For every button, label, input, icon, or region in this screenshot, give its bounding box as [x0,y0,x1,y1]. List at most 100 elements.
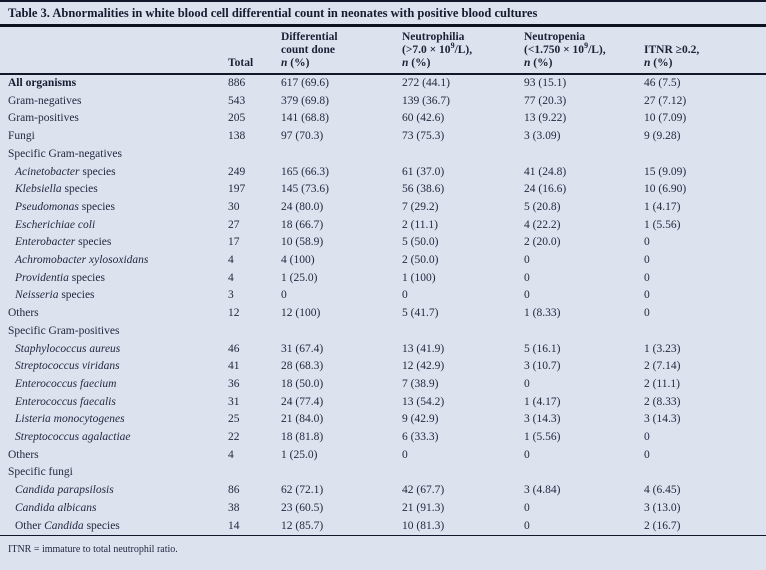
organism-cell: Klebsiella species [0,181,228,199]
organism-cell: Staphylococcus aureus [0,341,228,359]
value-cell: 46 [228,342,240,355]
neutrophilia-column-header: Neutrophilia (>7.0 × 109/L), n (%) [402,27,524,75]
value-cell: 21 (84.0) [281,413,324,426]
value-cell: 249 [228,165,246,178]
table-row: Achromobacter xylosoxidans 4 4 (100) 2 (50.… [0,252,766,270]
value-cell: 9 (42.9) [402,413,439,426]
value-cell: 10 (58.9) [281,236,324,249]
total-column-header: Total [228,27,281,75]
value-cell: 543 [228,94,246,107]
value-cell: 56 (38.6) [402,183,445,196]
organism-cell: Gram-negatives [0,93,228,111]
value-cell: 1 (25.0) [281,271,318,284]
value-cell: 272 (44.1) [402,77,450,89]
organism-cell: All organisms [0,74,228,93]
value-cell: 12 [228,307,240,320]
value-cell: 3 [228,289,234,302]
value-cell [402,464,524,482]
value-cell [644,464,766,482]
organism-name-text: All organisms [8,77,77,89]
value-cell: 1 (5.56) [644,218,681,231]
value-cell: 21 (91.3) [402,501,445,514]
organism-cell: Others [0,447,228,465]
value-cell: 4 [228,448,234,461]
table-row: All organisms 886 617 (69.6) 272 (44.1) 93 (… [0,74,766,93]
value-cell: 6 (33.3) [402,431,439,444]
value-cell: 24 (16.6) [524,183,567,196]
table-row: Others 12 12 (100) 5 (41.7) 1 (8.33) 0 [0,305,766,323]
organism-name-text: Others [8,307,39,320]
value-cell: 4 [228,254,234,267]
title-rule [0,24,766,27]
value-cell: 77 (20.3) [524,94,567,107]
value-cell: 15 (9.09) [644,165,687,178]
organism-name-italic: Achromobacter xylosoxidans [15,254,149,267]
value-cell: 10 (6.90) [644,183,687,196]
value-cell: 5 (41.7) [402,307,439,320]
organism-name-text: Others [8,448,39,461]
table-row: Others 4 1 (25.0) 0 0 0 [0,447,766,465]
organism-name-text: Specific fungi [8,466,73,479]
organism-cell: Achromobacter xylosoxidans [0,252,228,270]
value-cell: 18 (66.7) [281,218,324,231]
value-cell: 3 (13.0) [644,501,681,514]
bottom-rule [0,535,766,537]
table-row: Enterococcus faecalis 31 24 (77.4) 13 (54.2… [0,394,766,412]
organism-name-italic: Neisseria [15,289,59,302]
organism-name-text: Specific Gram-positives [8,324,120,337]
value-cell: 4 [228,271,234,284]
value-cell: 14 [228,519,240,532]
value-cell: 1 (4.17) [524,395,561,408]
value-cell: 12 (100) [281,307,321,320]
table-row: Staphylococcus aureus 46 31 (67.4) 13 (41.9… [0,341,766,359]
value-cell: 0 [402,289,408,302]
value-cell: 13 (41.9) [402,342,445,355]
value-cell [644,323,766,341]
value-cell: 86 [228,484,240,497]
value-cell [402,323,524,341]
organism-cell: Streptococcus agalactiae [0,429,228,447]
value-cell: 31 (67.4) [281,342,324,355]
table-row: Streptococcus viridans 41 28 (68.3) 12 (42.… [0,358,766,376]
section-row: Specific Gram-positives [0,323,766,341]
table-row: Acinetobacter species 249 165 (66.3) 61 (37… [0,164,766,182]
value-cell: 5 (50.0) [402,236,439,249]
value-cell: 46 (7.5) [644,77,681,89]
value-cell: 2 (20.0) [524,236,561,249]
value-cell: 1 (4.17) [644,200,681,213]
organism-name-italic: Enterococcus faecium [15,377,117,390]
value-cell: 10 (81.3) [402,519,445,532]
organism-column-header [0,27,228,75]
value-cell: 42 (67.7) [402,484,445,497]
organism-name-italic: Streptococcus viridans [15,360,120,373]
value-cell: 3 (14.3) [524,413,561,426]
organism-cell: Candida albicans [0,500,228,518]
organism-name-italic: Enterococcus faecalis [15,395,116,408]
table-row: Listeria monocytogenes 25 21 (84.0) 9 (42.9… [0,411,766,429]
value-cell: 0 [524,448,530,461]
organism-cell: Neisseria species [0,287,228,305]
value-cell [281,464,402,482]
value-cell: 4 (6.45) [644,484,681,497]
neutropenia-header-line2: (<1.750 × 109/L), [524,42,642,57]
organism-name-italic: Candida parapsilosis [15,484,114,497]
diff-header-n-line: n (%) [281,57,400,70]
organism-cell: Acinetobacter species [0,164,228,182]
value-cell [524,464,644,482]
value-cell: 2 (8.33) [644,395,681,408]
organism-cell: Other Candida species [0,518,228,536]
organism-name-text: species [78,200,115,213]
value-cell: 27 (7.12) [644,94,687,107]
value-cell: 24 (80.0) [281,200,324,213]
value-cell: 17 [228,236,240,249]
value-cell: 73 (75.3) [402,130,445,143]
value-cell: 139 (36.7) [402,94,450,107]
neutropenia-threshold: (<1.750 × 10 [524,44,585,56]
value-cell: 38 [228,501,240,514]
organism-name-italic: Staphylococcus aureus [15,342,121,355]
value-cell: 0 [281,289,287,302]
wbc-differential-table: Total Differential count done n (%) Neut… [0,27,766,535]
table-header: Total Differential count done n (%) Neut… [0,27,766,75]
section-row: Specific fungi [0,464,766,482]
